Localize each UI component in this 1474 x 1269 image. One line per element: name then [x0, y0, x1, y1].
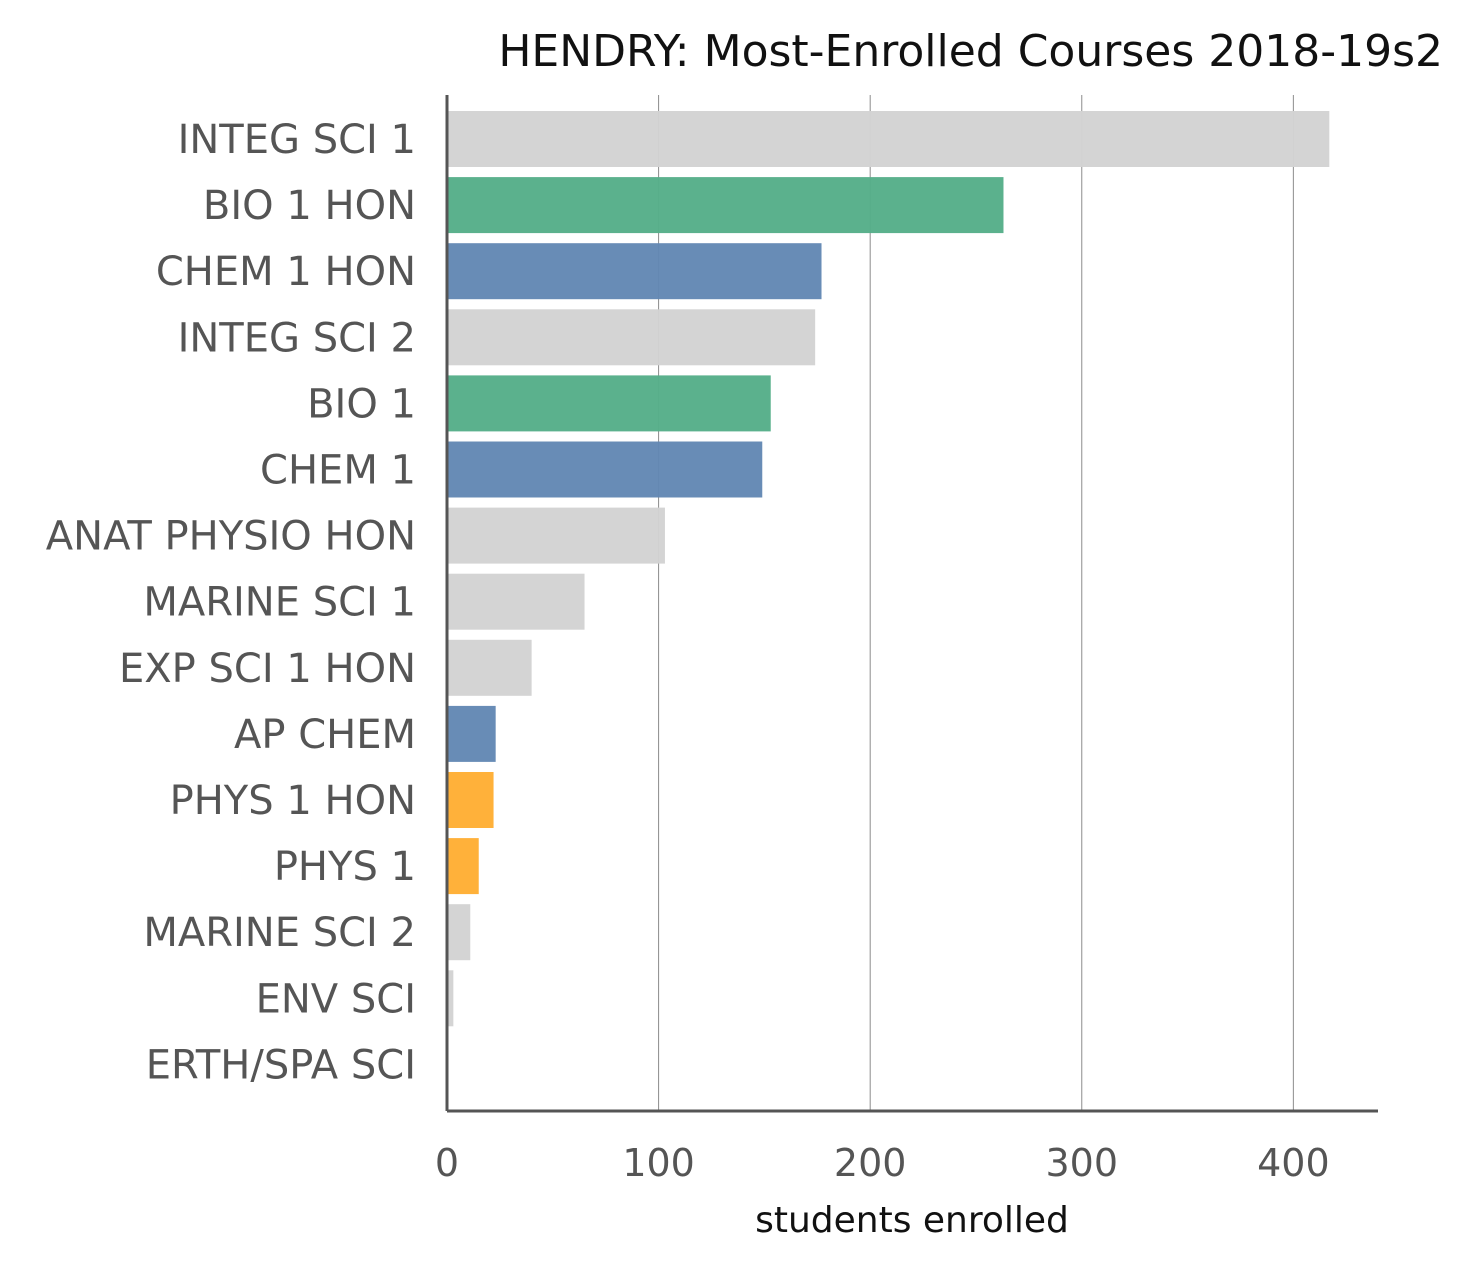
category-label: INTEG SCI 2: [178, 315, 416, 361]
x-tick-label: 200: [834, 1141, 907, 1185]
category-label: BIO 1 HON: [203, 183, 416, 229]
bar: [447, 772, 494, 828]
bar: [447, 507, 665, 564]
bar: [447, 705, 496, 762]
category-label: ANAT PHYSIO HON: [46, 514, 416, 560]
bar: [447, 177, 1004, 234]
x-tick-label: 100: [622, 1141, 695, 1185]
bar: [447, 573, 585, 630]
category-label: ENV SCI: [256, 976, 416, 1022]
x-tick-labels: 0 100 200 300 400: [435, 1141, 1330, 1185]
chart-title: HENDRY: Most-Enrolled Courses 2018-19s2: [498, 26, 1443, 77]
bar: [447, 111, 1330, 167]
bar: [447, 904, 471, 961]
category-label: INTEG SCI 1: [178, 117, 416, 163]
category-label: PHYS 1: [274, 844, 416, 890]
bar: [447, 838, 479, 895]
category-label: MARINE SCI 1: [143, 580, 416, 626]
category-label: MARINE SCI 2: [143, 910, 416, 956]
category-label: ERTH/SPA SCI: [146, 1042, 416, 1088]
x-tick-label: 0: [435, 1141, 459, 1185]
bar: [447, 639, 532, 696]
grid-lines: [658, 95, 1294, 1111]
bar: [447, 375, 771, 432]
bars: [447, 111, 1330, 1027]
x-tick-label: 400: [1257, 1141, 1330, 1185]
bar: [447, 243, 822, 300]
category-label: CHEM 1: [260, 448, 416, 494]
category-label: EXP SCI 1 HON: [119, 646, 416, 692]
x-tick-label: 300: [1046, 1141, 1119, 1185]
axes: [445, 95, 1378, 1113]
category-label: CHEM 1 HON: [156, 249, 416, 295]
category-label: AP CHEM: [234, 712, 416, 758]
category-label: PHYS 1 HON: [170, 778, 416, 824]
bar: [447, 309, 816, 366]
bar: [447, 970, 454, 1027]
category-label: BIO 1: [307, 381, 416, 427]
x-axis-title: students enrolled: [755, 1200, 1069, 1241]
category-labels: INTEG SCI 1 BIO 1 HON CHEM 1 HON INTEG SCI …: [46, 117, 416, 1088]
bar: [447, 441, 763, 498]
